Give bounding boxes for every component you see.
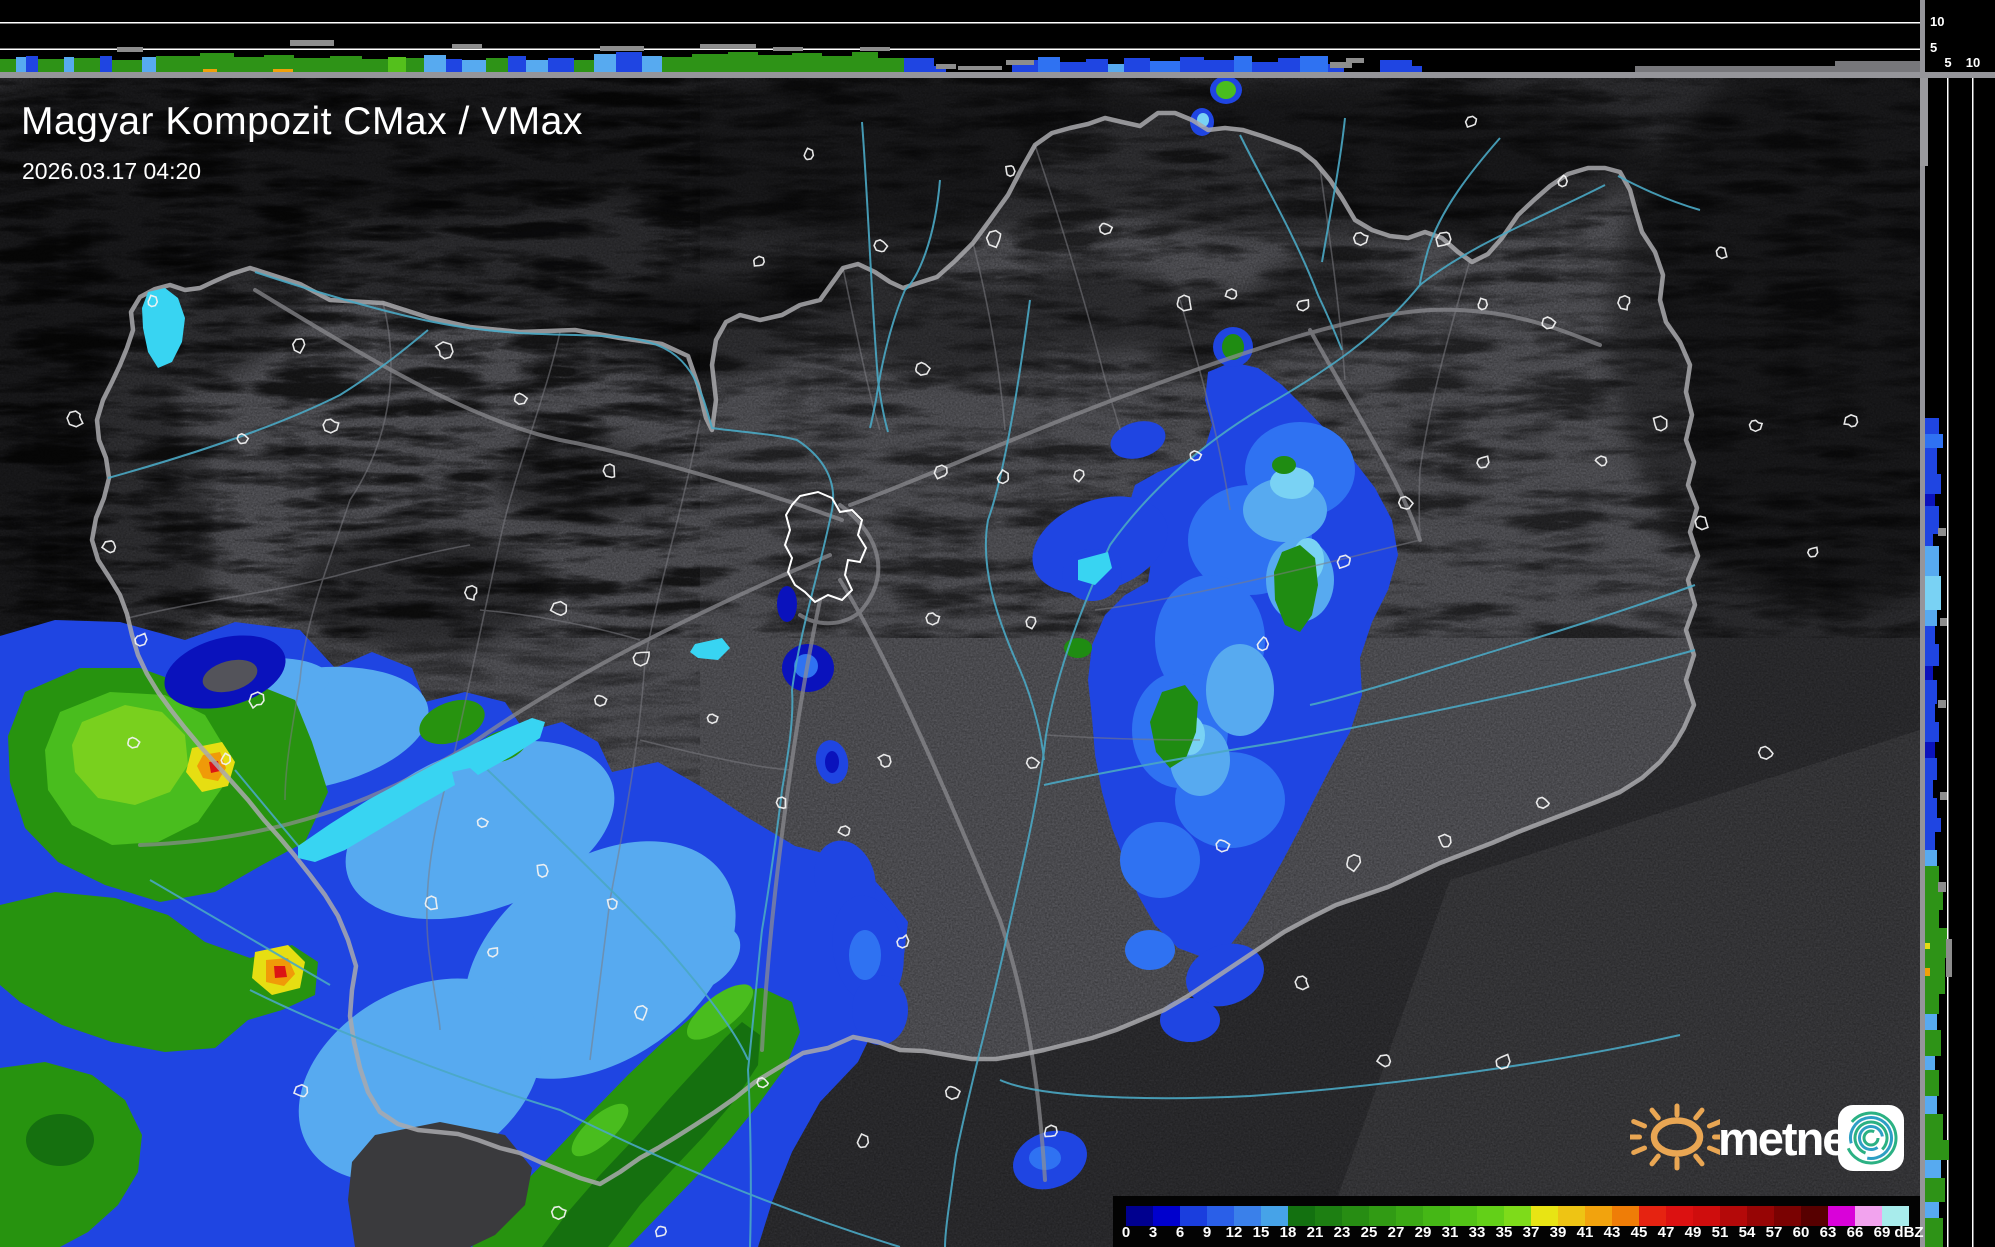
scale-segment (1261, 1206, 1288, 1226)
top-gridline-5km (0, 48, 1920, 50)
timestamp: 2026.03.17 04:20 (22, 158, 202, 184)
scale-tick-label: 57 (1765, 1224, 1783, 1241)
right-profile-echoes (1925, 418, 1952, 1247)
scale-segment (1423, 1206, 1450, 1226)
scale-tick-label: 23 (1333, 1224, 1351, 1241)
scale-segment (1477, 1206, 1504, 1226)
reflectivity-scale: 0 3 6 9 12 15 18 21 23 25 27 29 31 33 35 37 39 41 43 45 47 49… (1113, 1196, 1924, 1247)
scale-tick-label: 35 (1495, 1224, 1513, 1241)
scale-tick-label: 27 (1387, 1224, 1405, 1241)
scale-segment (1153, 1206, 1180, 1226)
top-axis-label-5: 5 (1930, 40, 1938, 55)
scale-segment (1126, 1206, 1153, 1226)
scale-tick-label: 9 (1202, 1224, 1212, 1241)
lake-velence (690, 638, 730, 660)
vertical-divider (1920, 0, 1925, 1247)
scale-tick-label: 66 (1846, 1224, 1864, 1241)
metnet-logo: metnet (1630, 1095, 1920, 1185)
scale-tick-label: 6 (1175, 1224, 1185, 1241)
scale-segment (1585, 1206, 1612, 1226)
right-gridline-10km (1972, 78, 1974, 1247)
motorways (138, 288, 1602, 1182)
reflectivity-colorbar (1126, 1206, 1909, 1226)
right-gridline-5km (1947, 78, 1949, 1247)
scale-segment (1666, 1206, 1693, 1226)
scale-tick-label: 18 (1279, 1224, 1297, 1241)
scale-tick-label: 45 (1630, 1224, 1648, 1241)
country-border (89, 110, 1701, 1187)
scale-segment (1396, 1206, 1423, 1226)
scale-segment (1180, 1206, 1207, 1226)
scale-segment (1720, 1206, 1747, 1226)
top-altitude-profile (0, 0, 1920, 72)
scale-tick-label: 25 (1360, 1224, 1378, 1241)
scale-segment (1747, 1206, 1774, 1226)
budapest-outline (783, 490, 868, 604)
scale-tick-label: 3 (1148, 1224, 1158, 1241)
scale-segment (1828, 1206, 1855, 1226)
right-altitude-profile (1925, 78, 1995, 1247)
scale-tick-label: 21 (1306, 1224, 1324, 1241)
scale-tick-label: 31 (1441, 1224, 1459, 1241)
top-profile-echoes (0, 40, 1920, 72)
top-axis-label-10: 10 (1930, 14, 1945, 29)
scale-tick-label: 49 (1684, 1224, 1702, 1241)
scale-segment (1612, 1206, 1639, 1226)
map-layer (0, 78, 1920, 1247)
scale-tick-label: 15 (1252, 1224, 1270, 1241)
scale-tick-label: 33 (1468, 1224, 1486, 1241)
scale-tick-label: 54 (1738, 1224, 1756, 1241)
horizontal-divider (0, 72, 1995, 78)
scale-tick-label: 60 (1792, 1224, 1810, 1241)
scale-tick-label: 69 (1873, 1224, 1891, 1241)
lake-ferto (142, 288, 185, 368)
scale-segment (1288, 1206, 1315, 1226)
divider-notch (1920, 78, 1928, 166)
scale-tick-label: 43 (1603, 1224, 1621, 1241)
scale-segment (1855, 1206, 1882, 1226)
scale-segment (1531, 1206, 1558, 1226)
scale-tick-label: 37 (1522, 1224, 1540, 1241)
scale-tick-label: 12 (1225, 1224, 1243, 1241)
scale-tick-label: 29 (1414, 1224, 1432, 1241)
rivers (107, 117, 1701, 1247)
sun-icon (1630, 1103, 1720, 1171)
scale-tick-label: 51 (1711, 1224, 1729, 1241)
scale-segment (1234, 1206, 1261, 1226)
scale-segment (1882, 1206, 1909, 1226)
right-axis-label-5: 5 (1944, 55, 1952, 70)
scale-segment (1774, 1206, 1801, 1226)
page-title: Magyar Kompozit CMax / VMax (21, 100, 583, 143)
axis-corner-box (1925, 0, 1995, 72)
scale-tick-label: dBZ (1894, 1224, 1924, 1241)
scale-segment (1558, 1206, 1585, 1226)
scale-tick-label: 39 (1549, 1224, 1567, 1241)
city-outlines (66, 115, 1859, 1238)
scale-segment (1504, 1206, 1531, 1226)
scale-segment (1342, 1206, 1369, 1226)
scale-tick-label: 0 (1121, 1224, 1131, 1241)
spiral-app-icon (1838, 1105, 1904, 1171)
scale-segment (1450, 1206, 1477, 1226)
scale-segment (1369, 1206, 1396, 1226)
right-axis-label-10: 10 (1965, 55, 1981, 70)
scale-tick-label: 41 (1576, 1224, 1594, 1241)
lake-tisza (1078, 552, 1112, 585)
scale-tick-label: 63 (1819, 1224, 1837, 1241)
lakes (142, 288, 1112, 862)
scale-segment (1315, 1206, 1342, 1226)
scale-segment (1693, 1206, 1720, 1226)
scale-segment (1639, 1206, 1666, 1226)
lake-balaton (298, 718, 545, 862)
scale-tick-label: 47 (1657, 1224, 1675, 1241)
scale-segment (1207, 1206, 1234, 1226)
top-gridline-10km (0, 22, 1920, 24)
county-borders (127, 144, 1471, 1061)
scale-segment (1801, 1206, 1828, 1226)
